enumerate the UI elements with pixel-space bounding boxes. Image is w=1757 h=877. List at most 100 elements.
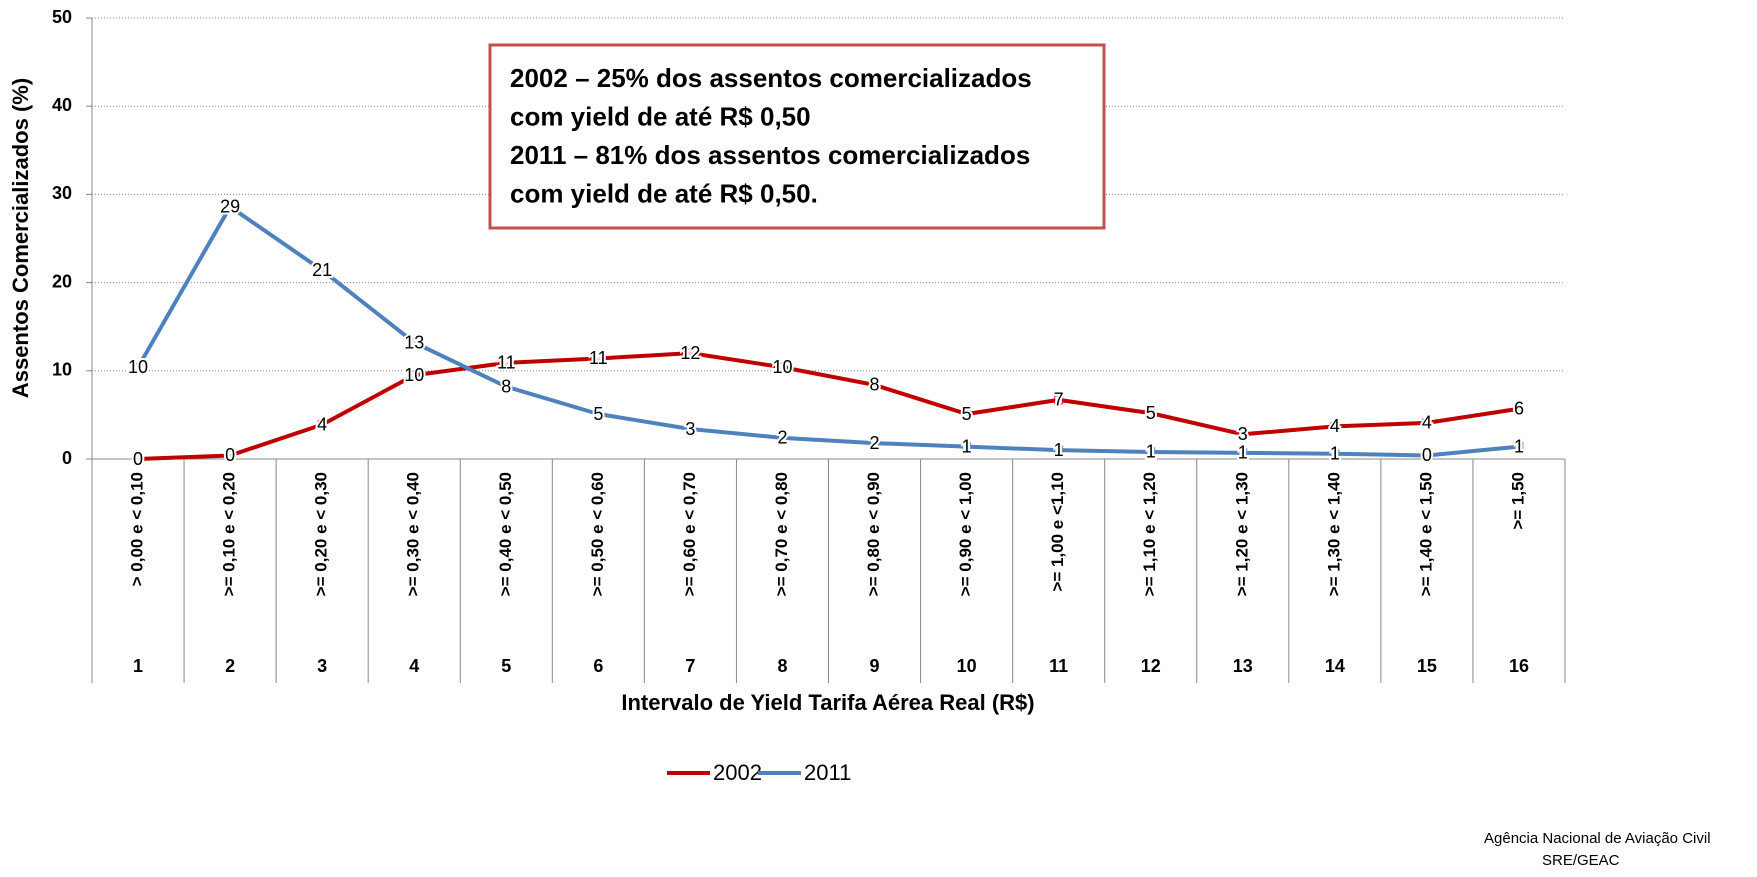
data-label: 2 [870,433,880,453]
data-label: 3 [685,419,695,439]
x-tick-label: >= 0,50 e < 0,60 [588,472,607,596]
x-tick-label: >= 0,20 e < 0,30 [312,472,331,596]
marker [1146,447,1156,457]
category-number: 3 [317,656,327,676]
data-label: 1 [1146,442,1156,462]
marker [870,380,880,390]
x-tick-label: >= 0,10 e < 0,20 [220,472,239,596]
marker [1422,418,1432,428]
y-tick-label: 50 [52,7,72,27]
annotation-text: 2011 – 81% dos assentos comercializados [510,140,1030,170]
data-label: 8 [501,376,511,396]
marker [593,409,603,419]
marker [685,348,695,358]
category-number: 7 [685,656,695,676]
series-line [136,204,1520,458]
marker [777,362,787,372]
data-label: 4 [317,414,327,434]
marker [1238,429,1248,439]
data-label: 12 [680,343,700,363]
x-tick-label: >= 0,70 e < 0,80 [772,472,791,596]
x-tick-label: >= 0,60 e < 0,70 [680,472,699,596]
marker [1146,408,1156,418]
marker [133,362,143,372]
category-number: 4 [409,656,419,676]
category-number: 11 [1049,656,1068,676]
x-tick-label: >= 0,90 e < 1,00 [956,472,975,596]
x-tick-label: > 0,00 e < 0,10 [128,472,147,586]
annotation-text: 2002 – 25% dos assentos comercializados [510,63,1032,93]
category-number: 16 [1509,656,1529,676]
marker [1330,449,1340,459]
marker [1330,421,1340,431]
category-number: 6 [593,656,603,676]
category-number: 12 [1141,656,1161,676]
data-label: 1 [1514,436,1524,456]
x-axis-title: Intervalo de Yield Tarifa Aérea Real (R$… [621,690,1034,715]
data-label: 21 [312,260,332,280]
data-label: 0 [1422,445,1432,465]
marker [962,442,972,452]
y-axis-title: Assentos Comercializados (%) [8,78,33,398]
data-label: 3 [1238,424,1248,444]
x-tick-label: >= 0,80 e < 0,90 [864,472,883,596]
marker [962,409,972,419]
y-tick-label: 10 [52,360,72,380]
category-number: 1 [133,656,143,676]
y-tick-label: 30 [52,183,72,203]
marker [133,454,143,464]
marker [1238,448,1248,458]
marker [317,420,327,430]
x-tick-label: >= 1,50 [1508,472,1527,530]
data-label: 5 [962,404,972,424]
data-label: 11 [497,353,516,373]
data-label: 5 [593,404,603,424]
category-number: 10 [957,656,977,676]
data-label: 10 [128,357,148,377]
marker [501,382,511,392]
data-label: 0 [133,449,143,469]
data-label: 2 [777,428,787,448]
data-label: 1 [1054,440,1064,460]
data-label: 1 [1330,443,1340,463]
legend-label: 2002 [713,760,762,785]
data-label: 11 [589,348,608,368]
marker [225,450,235,460]
footer: SRE/GEAC [1542,852,1620,869]
marker [777,433,787,443]
x-tick-label: >= 1,10 e < 1,20 [1140,472,1159,596]
y-tick-label: 0 [62,448,72,468]
y-tick-label: 40 [52,95,72,115]
annotation-text: com yield de até R$ 0,50 [510,101,811,131]
data-label: 7 [1054,390,1064,410]
x-tick-label: >= 0,40 e < 0,50 [496,472,515,596]
x-tick-label: >= 0,30 e < 0,40 [404,472,423,596]
data-label: 1 [962,436,972,456]
annotation-box [488,43,1106,230]
marker [225,202,235,212]
annotation-text: com yield de até R$ 0,50. [510,178,818,208]
x-tick-label: >= 1,20 e < 1,30 [1232,472,1251,596]
marker [1422,450,1432,460]
category-number: 14 [1325,656,1345,676]
x-tick-label: >= 1,40 e < 1,50 [1416,472,1435,596]
category-number: 15 [1417,656,1437,676]
category-number: 8 [777,656,787,676]
marker [501,358,511,368]
category-number: 9 [870,656,880,676]
data-label: 6 [1514,398,1524,418]
data-label: 29 [220,196,240,216]
marker [1054,395,1064,405]
marker [317,265,327,275]
data-label: 8 [870,375,880,395]
data-label: 10 [772,357,792,377]
marker [870,438,880,448]
footer: Agência Nacional de Aviação Civil [1484,830,1711,847]
category-number: 2 [225,656,235,676]
data-label: 0 [225,445,235,465]
marker [593,353,603,363]
marker [1514,442,1524,452]
data-label: 13 [404,332,424,352]
y-tick-label: 20 [52,271,72,291]
